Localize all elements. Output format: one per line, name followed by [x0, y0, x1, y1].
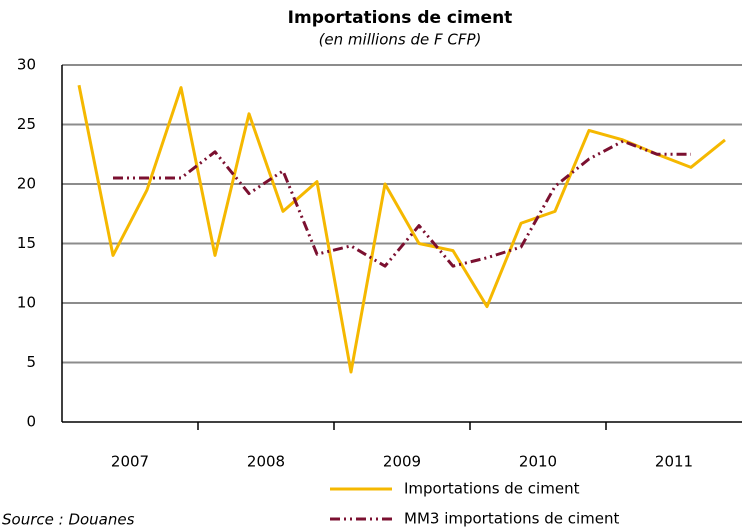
y-tick-label: 5 — [26, 353, 36, 371]
series-line — [113, 139, 691, 268]
x-tick-label: 2011 — [655, 453, 693, 471]
legend-label: MM3 importations de ciment — [404, 510, 620, 527]
series-line — [77, 84, 726, 374]
x-tick-label: 2008 — [247, 453, 285, 471]
y-tick-label: 20 — [17, 175, 36, 193]
x-tick-label: 2007 — [111, 453, 149, 471]
y-tick-label: 10 — [17, 294, 36, 312]
y-tick-label: 25 — [17, 115, 36, 133]
y-tick-label: 30 — [17, 56, 36, 74]
x-tick-label: 2009 — [383, 453, 421, 471]
source: Source : Douanes — [2, 511, 135, 527]
x-tick-label: 2010 — [519, 453, 557, 471]
y-tick-label: 15 — [17, 234, 36, 252]
chart-title: Importations de ciment — [288, 8, 513, 28]
legend-label: Importations de ciment — [404, 480, 580, 498]
y-tick-label: 0 — [26, 413, 36, 431]
chart-subtitle: (en millions de F CFP) — [319, 31, 482, 49]
